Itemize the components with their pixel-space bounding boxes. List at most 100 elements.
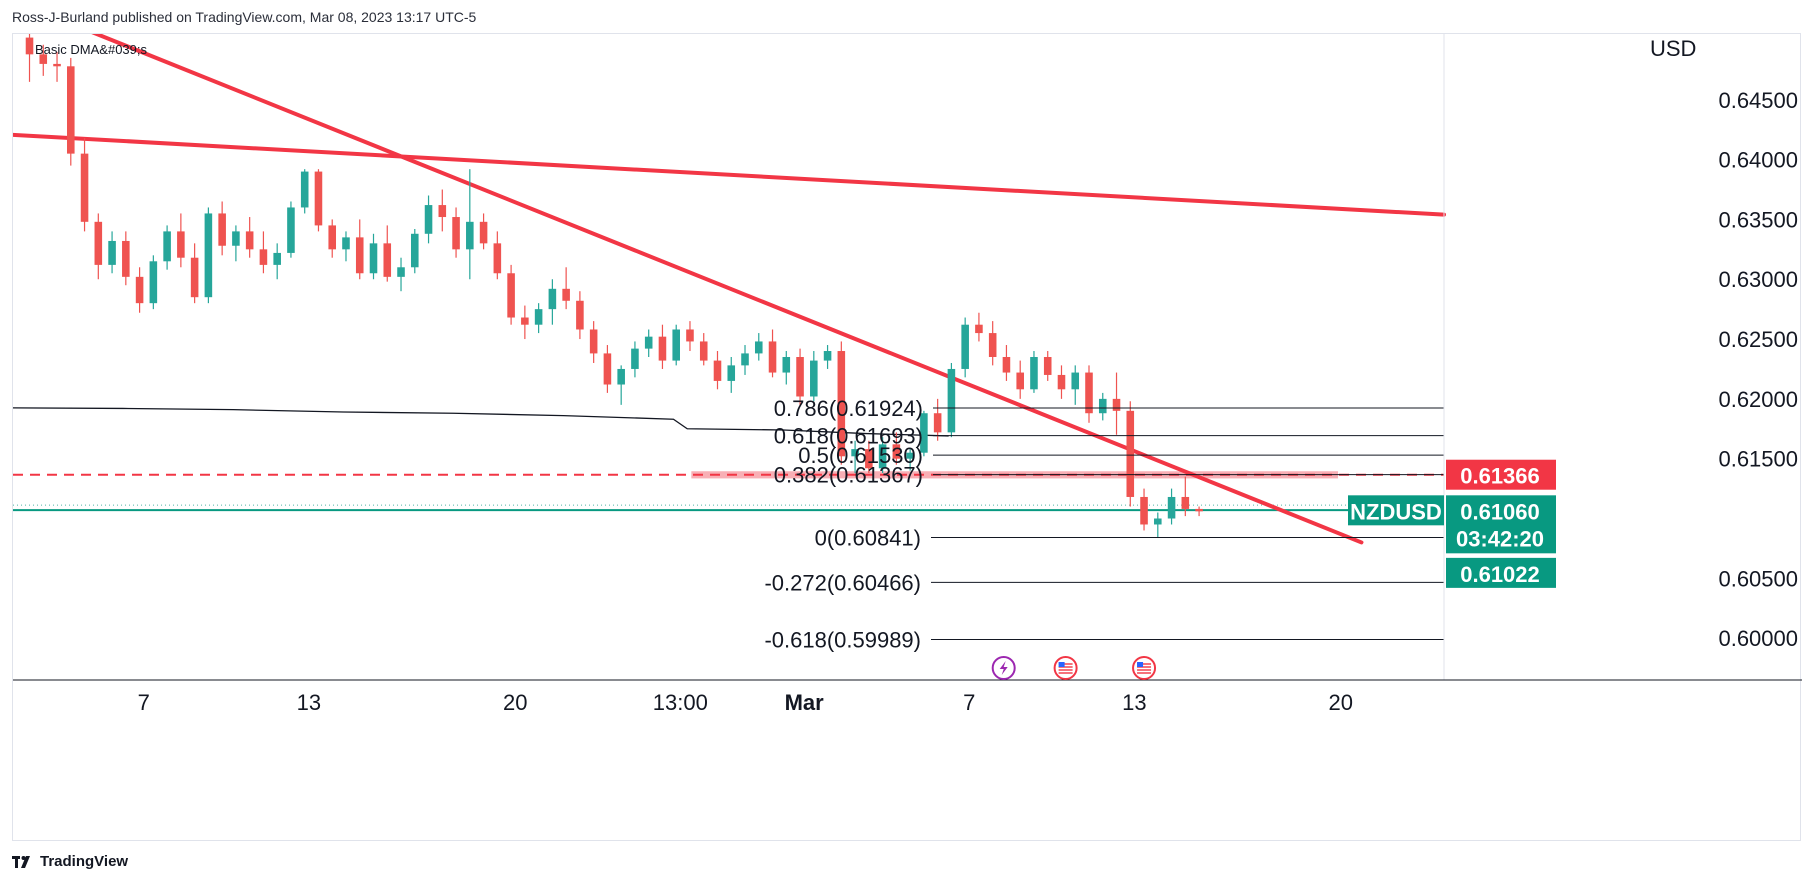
candle-body — [53, 63, 61, 67]
candle-body — [245, 231, 254, 250]
candle-body — [1098, 398, 1107, 414]
candle-body — [823, 351, 832, 361]
candle-body — [135, 276, 144, 304]
price-level-value: 0.61022 — [1460, 562, 1540, 587]
candle-body — [521, 317, 529, 325]
candle-body — [397, 267, 405, 277]
candle-body — [25, 37, 34, 55]
candle-body — [507, 273, 515, 318]
candle-body — [163, 231, 171, 262]
fib-level-label: -0.272(0.60466) — [764, 570, 921, 595]
price-chart[interactable]: 0.786(0.61924) 0.618(0.61693)0.5(0.61530)… — [13, 34, 1802, 842]
candle-body — [273, 252, 281, 265]
candle-body — [300, 171, 309, 208]
lightning-glyph — [999, 661, 1008, 675]
x-axis-tick-label: 13:00 — [653, 690, 708, 715]
flag-canton — [1058, 662, 1065, 667]
chart-frame[interactable]: 0.786(0.61924) 0.618(0.61693) 0.5(0.61530)… — [12, 33, 1802, 842]
candle-body — [1140, 496, 1148, 525]
x-axis-tick-label: 20 — [503, 690, 527, 715]
price-level-badge — [1446, 459, 1556, 490]
candle-body — [933, 413, 942, 433]
candle-body — [355, 237, 364, 274]
candle-body — [438, 205, 447, 218]
candle-body — [259, 249, 268, 265]
fib-level-label: 0.618(0.61693) — [774, 424, 923, 449]
candle-body — [328, 225, 337, 250]
x-axis-tick-label: 13 — [297, 690, 321, 715]
y-axis-tick-label: 0.62000 — [1718, 387, 1798, 412]
y-axis-tick-label: 0.60000 — [1718, 626, 1798, 651]
candle-body — [975, 324, 983, 334]
y-axis-tick-label: 0.64000 — [1718, 148, 1798, 173]
y-axis-currency-label: USD — [1650, 36, 1696, 61]
candle-body — [424, 205, 433, 234]
candle-body — [727, 365, 736, 381]
candle-body — [548, 288, 557, 310]
candle-body — [94, 221, 103, 265]
candle-body — [741, 353, 749, 366]
candle-body — [1112, 398, 1121, 411]
candle-body — [713, 360, 722, 381]
candle-body — [1126, 410, 1135, 497]
candle-body — [1071, 372, 1080, 390]
candle-body — [1085, 372, 1093, 414]
candle-body — [369, 243, 378, 274]
candle-body — [149, 261, 158, 304]
candle-body — [906, 452, 914, 459]
candle-body — [920, 413, 928, 453]
trendline-1 — [13, 132, 1446, 217]
us-flag-event-icon — [1053, 656, 1078, 680]
price-level-value: 0.61366 — [1460, 464, 1540, 489]
fib-level-label: 0.786(0.61924) — [774, 396, 923, 421]
fib-level-label: 0(0.60841) — [815, 526, 921, 551]
candle-body — [796, 357, 804, 397]
candle-body — [1057, 374, 1066, 390]
candle-body — [754, 341, 763, 354]
candle-body — [603, 353, 612, 385]
candle-body — [479, 221, 488, 244]
trendline-2 — [91, 34, 1364, 545]
last-price-value: 0.61060 — [1460, 499, 1540, 524]
y-axis-tick-label: 0.64500 — [1718, 88, 1798, 113]
candle-body — [314, 171, 323, 226]
candle-body — [644, 336, 653, 349]
candle-body — [493, 243, 502, 274]
candle-body — [383, 243, 392, 277]
candle-body — [80, 153, 89, 222]
candle-body — [39, 54, 48, 64]
candle-body — [562, 288, 570, 301]
candle-body — [617, 368, 625, 385]
candle-body — [699, 341, 708, 361]
candle-body — [1043, 357, 1052, 375]
fib-level-label: -0.618(0.59989) — [764, 627, 921, 652]
candle-body — [947, 368, 956, 433]
candle-body — [410, 233, 419, 268]
last-price-badge — [1446, 495, 1556, 554]
moving-average-line — [13, 407, 949, 437]
candle-body — [768, 341, 777, 373]
candle-body — [1195, 508, 1203, 512]
candle-body — [218, 213, 226, 246]
flag-canton — [1137, 662, 1144, 667]
x-axis-tick-label: 7 — [963, 690, 975, 715]
fib-level-label: 0.5(0.61530) — [798, 443, 923, 468]
candle-body — [204, 213, 213, 298]
candle-body — [961, 324, 969, 369]
candle-body — [452, 217, 460, 250]
y-axis-tick-label: 0.62500 — [1718, 327, 1798, 352]
x-axis-tick-label: 20 — [1329, 690, 1353, 715]
candle-body — [892, 444, 901, 459]
y-axis-tick-label: 0.61500 — [1718, 447, 1798, 472]
countdown-timer: 03:42:20 — [1456, 526, 1544, 551]
candle-body — [1016, 372, 1024, 390]
candle-body — [658, 336, 667, 361]
footer-branding[interactable]: TradingView — [12, 853, 128, 870]
candle-body — [534, 309, 543, 325]
candle-body — [672, 329, 680, 361]
symbol-tag-badge — [1348, 495, 1444, 526]
candle-body — [1181, 496, 1190, 509]
x-axis-tick-label: 13 — [1122, 690, 1146, 715]
x-axis-tick-label: Mar — [785, 690, 825, 715]
candle-body — [1030, 357, 1038, 390]
